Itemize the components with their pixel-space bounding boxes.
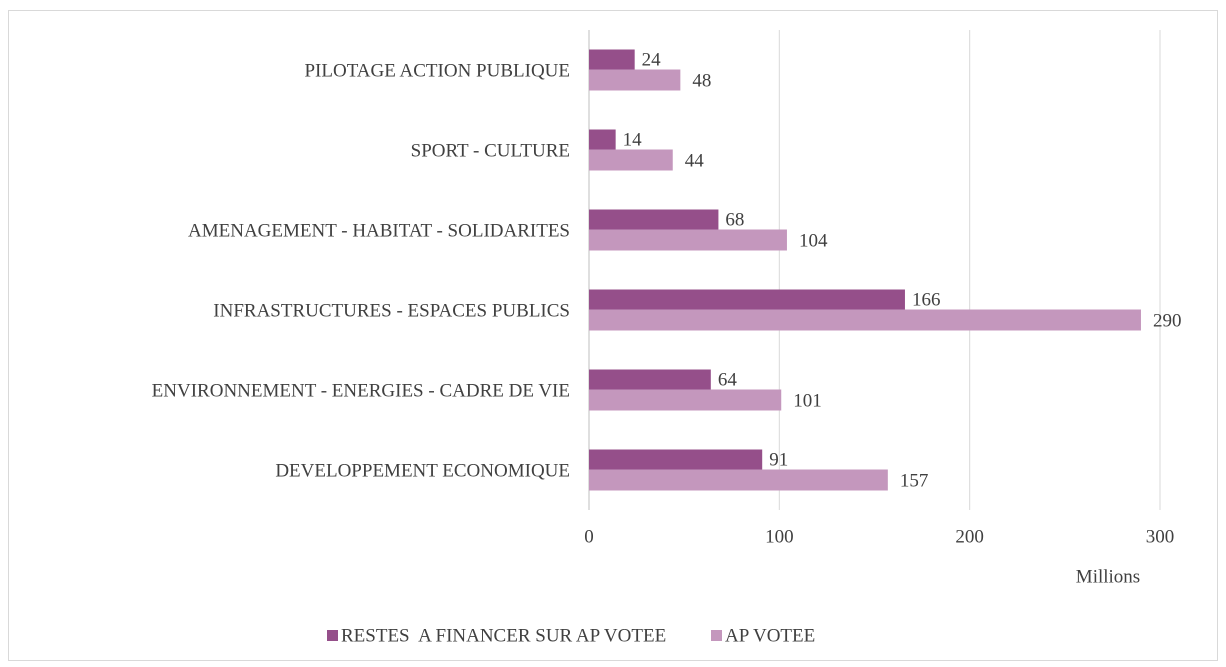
bar (589, 129, 616, 151)
y-tick-label: AMENAGEMENT - HABITAT - SOLIDARITES (188, 220, 570, 241)
y-tick-label: DEVELOPPEMENT ECONOMIQUE (275, 460, 570, 481)
legend-label: AP VOTEE (725, 625, 815, 646)
bar (589, 469, 888, 491)
data-label: 48 (692, 70, 711, 91)
y-tick-label: PILOTAGE ACTION PUBLIQUE (304, 60, 570, 81)
data-label: 64 (718, 369, 738, 390)
y-tick-label: SPORT - CULTURE (411, 140, 570, 161)
legend-swatch (327, 630, 338, 641)
data-label: 166 (912, 289, 941, 310)
bar (589, 289, 905, 311)
bar (589, 449, 763, 471)
data-label: 290 (1153, 310, 1182, 331)
data-label: 157 (900, 470, 929, 491)
x-axis-title: Millions (1076, 566, 1140, 587)
bar (589, 369, 711, 391)
x-tick-label: 300 (1146, 526, 1175, 547)
bar (589, 49, 635, 71)
bar (589, 69, 681, 91)
bar (589, 309, 1141, 331)
data-label: 68 (725, 209, 744, 230)
legend-swatch (711, 630, 722, 641)
y-tick-label: INFRASTRUCTURES - ESPACES PUBLICS (213, 300, 570, 321)
data-label: 91 (769, 449, 788, 470)
legend-label: RESTES A FINANCER SUR AP VOTEE (341, 625, 666, 646)
bar (589, 149, 673, 171)
y-tick-label: ENVIRONNEMENT - ENERGIES - CADRE DE VIE (152, 380, 570, 401)
data-label: 104 (799, 230, 828, 251)
data-label: 44 (685, 150, 705, 171)
data-label: 14 (623, 129, 643, 150)
x-tick-label: 0 (584, 526, 594, 547)
chart-border (8, 10, 1218, 661)
bar (589, 209, 719, 231)
x-tick-label: 200 (955, 526, 984, 547)
data-label: 101 (793, 390, 822, 411)
bar (589, 389, 782, 411)
data-label: 24 (642, 49, 662, 70)
bar (589, 229, 787, 251)
x-tick-label: 100 (765, 526, 794, 547)
